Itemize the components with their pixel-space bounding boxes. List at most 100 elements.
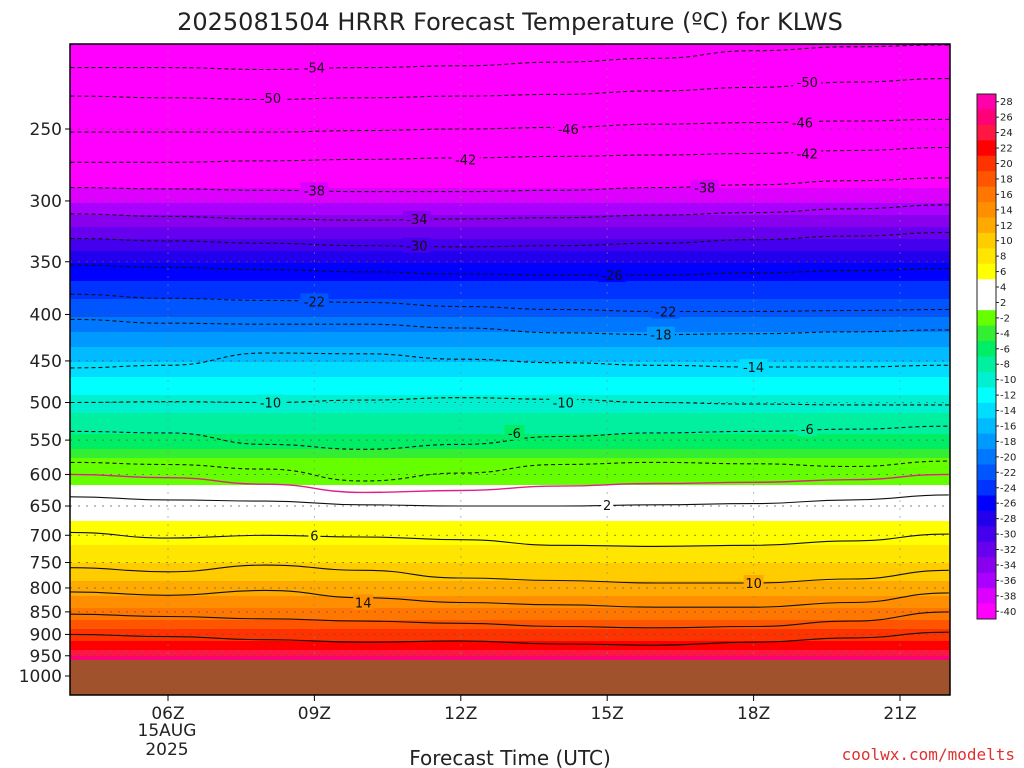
contour-label-bg: [256, 89, 285, 105]
temperature-band: [70, 410, 950, 414]
temperature-band: [70, 596, 950, 600]
temperature-band: [70, 581, 950, 585]
x-tick-label: 18Z: [737, 704, 770, 724]
colorbar-segment: [977, 603, 996, 620]
temperature-band: [70, 395, 950, 399]
temperature-band: [70, 644, 950, 648]
contour-label-bg: [504, 424, 525, 440]
temperature-band: [70, 653, 950, 657]
x-axis: 06Z 09Z 12Z 15Z 18Z 21Z: [151, 695, 917, 724]
temperature-band: [70, 182, 950, 186]
colorbar-segment: [977, 402, 996, 419]
temperature-band: [70, 563, 950, 567]
contour-label: 10: [745, 577, 762, 592]
x-tick-label: 06Z: [151, 704, 184, 724]
colorbar-segment: [977, 263, 996, 280]
temperature-band: [70, 128, 950, 132]
temperature-band: [70, 419, 950, 423]
colorbar-segment: [977, 572, 996, 589]
temperature-band: [70, 122, 950, 126]
temperature-band: [70, 155, 950, 159]
temperature-band: [70, 446, 950, 450]
temperature-band: [70, 299, 950, 303]
contour-line: [70, 44, 949, 71]
temperature-band: [70, 140, 950, 144]
temperature-band: [70, 131, 950, 135]
contour-line: [70, 293, 949, 313]
temperature-band: [70, 422, 950, 426]
colorbar-frame: [976, 93, 997, 620]
temperature-band: [70, 404, 950, 408]
colorbar-tick-label: 10: [1000, 236, 1013, 247]
temperature-band: [70, 488, 950, 492]
y-tick-label: 800: [30, 579, 62, 599]
temperature-band: [70, 614, 950, 618]
temperature-band: [70, 356, 950, 360]
colorbar-segment: [977, 526, 996, 543]
y-tick-label: 1000: [19, 667, 62, 687]
temperature-band: [70, 272, 950, 276]
temperature-band: [70, 65, 950, 69]
colorbar-tick-label: -30: [1000, 530, 1016, 541]
contour-line: [70, 494, 949, 507]
temperature-band: [70, 95, 950, 99]
temperature-band: [70, 527, 950, 531]
temperature-band: [70, 62, 950, 66]
y-tick-label: 950: [30, 647, 62, 667]
contour-line: [70, 146, 949, 163]
colorbar-tick-label: -18: [1000, 437, 1016, 448]
temperature-band: [70, 83, 950, 87]
temperature-band: [70, 206, 950, 210]
temperature-band: [70, 215, 950, 219]
colorbar-segment: [977, 217, 996, 234]
temperature-band: [70, 224, 950, 228]
temperature-band: [70, 236, 950, 240]
temperature-band: [70, 257, 950, 261]
temperature-band: [70, 149, 950, 153]
temperature-band: [70, 455, 950, 459]
temperature-band: [70, 599, 950, 603]
temperature-band: [70, 56, 950, 60]
temperature-band: [70, 53, 950, 57]
temperature-band: [70, 47, 950, 51]
plot-area: -54 -50 -50 -46 -46 -42 -42 -38 -38 -34 -30 -26 -22 -…: [70, 44, 950, 695]
temperature-band: [70, 335, 950, 339]
contour-label: 2: [603, 499, 611, 514]
temperature-band: [70, 521, 950, 525]
credit-text[interactable]: coolwx.com/modelts: [842, 745, 1015, 764]
colorbar-tick-label: -26: [1000, 499, 1016, 510]
temperature-band: [70, 179, 950, 183]
temperature-band: [70, 374, 950, 378]
x-tick-label: 21Z: [883, 704, 916, 724]
temperature-band: [70, 494, 950, 498]
temperature-band: [70, 281, 950, 285]
contour-label: 14: [355, 596, 372, 611]
temperature-band: [70, 173, 950, 177]
colorbar-segment: [977, 418, 996, 435]
colorbar-tick-label: 22: [1000, 144, 1013, 155]
contour-label: -38: [694, 182, 715, 197]
temperature-band: [70, 317, 950, 321]
contour-label: -38: [304, 184, 325, 199]
temperature-band: [70, 332, 950, 336]
colorbar: 28 26 24 22 20 18 16 14 12 10 8 6 4 2 -2 -4 -6 -8 -10 -12 -1…: [976, 93, 1016, 620]
contour-label: -42: [455, 153, 476, 168]
contour-label: -50: [797, 76, 818, 91]
contour-label: -6: [801, 423, 814, 438]
temperature-band: [70, 248, 950, 252]
colorbar-tick-label: -10: [1000, 375, 1016, 386]
temperature-band: [70, 635, 950, 639]
temperature-band: [70, 68, 950, 72]
contour-label-bg: [788, 114, 817, 130]
temperature-band: [70, 158, 950, 162]
temperature-band: [70, 146, 950, 150]
temperature-band: [70, 350, 950, 354]
contour-label: -22: [304, 295, 325, 310]
temperature-band: [70, 500, 950, 504]
colorbar-tick-label: -14: [1000, 406, 1016, 417]
temperature-band: [70, 575, 950, 579]
contour-label-bg: [300, 59, 329, 75]
contour-label-bg: [601, 496, 614, 512]
temperature-band: [70, 287, 950, 291]
freezing-line: [70, 473, 949, 494]
